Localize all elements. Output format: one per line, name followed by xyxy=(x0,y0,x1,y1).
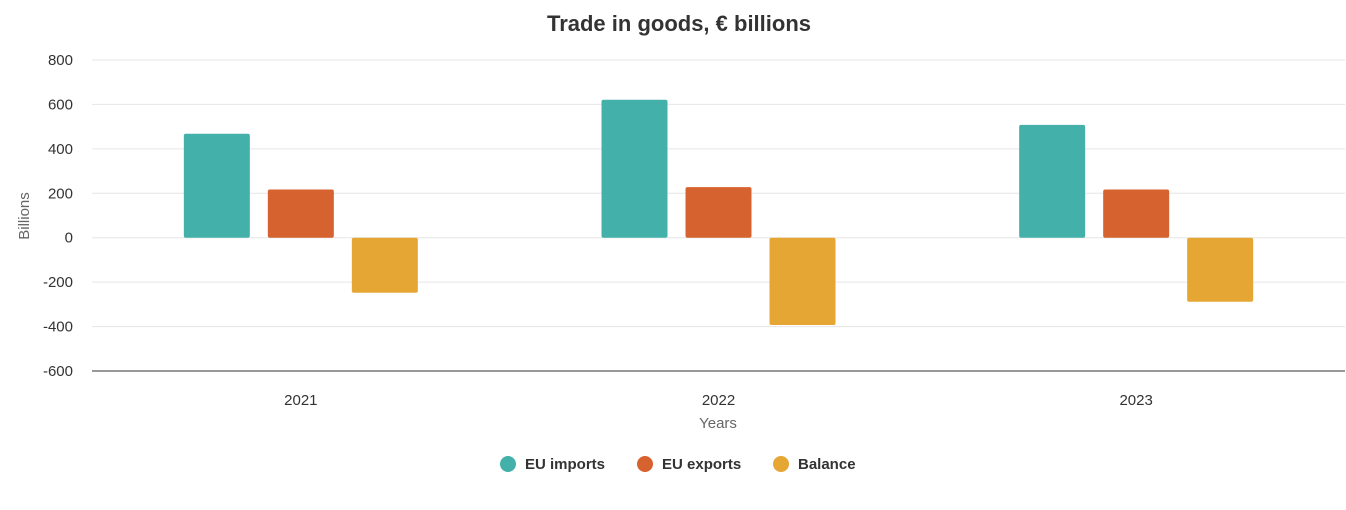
bar-balance-2021[interactable] xyxy=(351,237,418,293)
y-tick-label: -200 xyxy=(43,274,73,291)
bar-eu-exports-2021[interactable] xyxy=(267,189,334,238)
y-tick-label: -600 xyxy=(43,363,73,380)
x-axis-ticks: 2021 2022 2023 xyxy=(284,392,1153,409)
y-tick-label: 800 xyxy=(48,52,73,69)
legend-label: Balance xyxy=(798,456,856,473)
y-tick-label: 400 xyxy=(48,141,73,158)
legend-item-balance[interactable]: Balance xyxy=(773,456,856,473)
bars xyxy=(183,99,1254,326)
legend-marker xyxy=(500,456,516,472)
y-axis-ticks: 800 600 400 200 0 -200 -400 -600 xyxy=(43,52,73,380)
legend-label: EU imports xyxy=(525,456,605,473)
y-tick-label: -400 xyxy=(43,319,73,336)
bar-eu-exports-2022[interactable] xyxy=(685,187,752,238)
legend: EU imports EU exports Balance xyxy=(500,456,856,473)
x-tick-label: 2023 xyxy=(1119,392,1152,409)
bar-balance-2022[interactable] xyxy=(769,237,836,326)
x-tick-label: 2022 xyxy=(702,392,735,409)
y-tick-label: 600 xyxy=(48,96,73,113)
legend-marker xyxy=(773,456,789,472)
legend-marker xyxy=(637,456,653,472)
chart-title: Trade in goods, € billions xyxy=(547,11,811,36)
legend-label: EU exports xyxy=(662,456,741,473)
bar-eu-imports-2021[interactable] xyxy=(183,133,250,238)
bar-eu-imports-2022[interactable] xyxy=(601,99,668,238)
x-axis-title: Years xyxy=(699,415,737,432)
y-axis-title: Billions xyxy=(16,192,33,240)
bar-balance-2023[interactable] xyxy=(1187,237,1254,302)
y-tick-label: 200 xyxy=(48,185,73,202)
x-tick-label: 2021 xyxy=(284,392,317,409)
legend-item-eu-imports[interactable]: EU imports xyxy=(500,456,605,473)
bar-eu-imports-2023[interactable] xyxy=(1019,124,1086,238)
y-tick-label: 0 xyxy=(65,230,73,247)
legend-item-eu-exports[interactable]: EU exports xyxy=(637,456,741,473)
bar-eu-exports-2023[interactable] xyxy=(1103,189,1170,238)
